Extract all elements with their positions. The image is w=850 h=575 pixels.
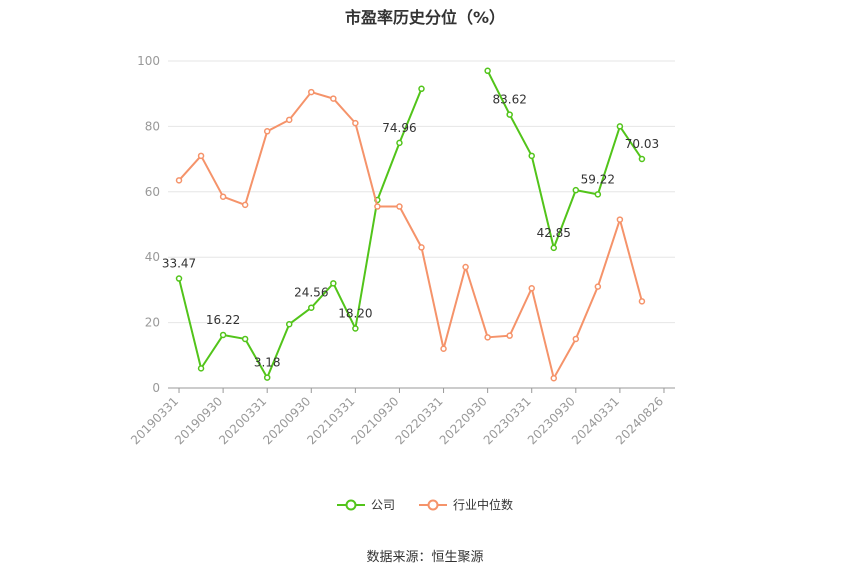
data-point [616, 123, 624, 130]
data-point [506, 111, 513, 118]
data-source: 数据来源：恒生聚源 [366, 550, 484, 565]
data-point [418, 244, 425, 251]
data-point [263, 128, 271, 135]
data-point [484, 67, 491, 75]
data-label: 3.18 [254, 356, 281, 370]
data-point [175, 177, 183, 184]
data-point [330, 95, 337, 102]
data-label: 42.85 [537, 226, 571, 240]
legend-marker-company [336, 499, 365, 510]
legend-label-company: 公司 [370, 498, 395, 512]
y-tick-label: 60 [145, 185, 160, 199]
data-point [330, 280, 337, 287]
y-tick-label: 100 [137, 54, 160, 68]
data-point [241, 335, 249, 343]
series-line-1 [178, 91, 643, 380]
data-label: 74.96 [382, 121, 416, 135]
data-label: 18.20 [338, 306, 372, 320]
data-point [396, 203, 403, 210]
data-point [308, 304, 315, 311]
data-point [440, 345, 447, 353]
data-label: 33.47 [162, 257, 196, 271]
data-point [241, 201, 249, 209]
data-point [396, 139, 403, 147]
data-point [594, 283, 602, 290]
data-point [528, 285, 535, 292]
data-point [352, 119, 359, 127]
x-tick-label: 20240826 [613, 394, 666, 447]
data-point [638, 298, 646, 305]
data-point [308, 88, 315, 96]
y-tick-label: 0 [152, 381, 160, 395]
legend-item-company[interactable]: 公司 [336, 496, 395, 513]
data-label: 70.03 [625, 137, 659, 151]
y-tick-label: 40 [145, 250, 160, 264]
data-point [219, 193, 227, 200]
data-point [263, 374, 271, 381]
legend-item-industry-median[interactable]: 行业中位数 [419, 496, 513, 513]
data-label: 59.22 [581, 172, 615, 186]
data-point [374, 203, 381, 210]
legend: 公司 行业中位数 [0, 496, 850, 513]
legend-label-industry-median: 行业中位数 [453, 498, 514, 512]
series-line-0 [486, 70, 643, 249]
y-tick-label: 20 [145, 316, 160, 330]
y-tick-label: 80 [145, 119, 160, 133]
data-point [550, 374, 558, 382]
data-point [197, 365, 205, 372]
data-point [616, 216, 624, 223]
data-point [462, 263, 469, 271]
data-point [638, 155, 646, 163]
data-point [352, 325, 359, 332]
data-point [285, 320, 293, 328]
data-point [572, 335, 580, 343]
data-point [550, 244, 558, 252]
data-point [285, 116, 293, 124]
legend-marker-industry-median [419, 499, 447, 510]
data-label: 83.62 [492, 93, 526, 107]
data-point [528, 152, 535, 160]
data-point [572, 186, 580, 194]
chart-title: 市盈率历史分位（%） [344, 8, 506, 27]
data-point [506, 332, 513, 339]
data-point [418, 85, 425, 93]
series-line-0 [178, 88, 423, 379]
data-label: 16.22 [206, 313, 240, 327]
data-point [484, 334, 491, 341]
data-point [197, 152, 205, 160]
data-point [594, 191, 602, 198]
data-label: 24.56 [294, 286, 328, 300]
data-point [175, 275, 183, 282]
data-point [219, 331, 227, 339]
